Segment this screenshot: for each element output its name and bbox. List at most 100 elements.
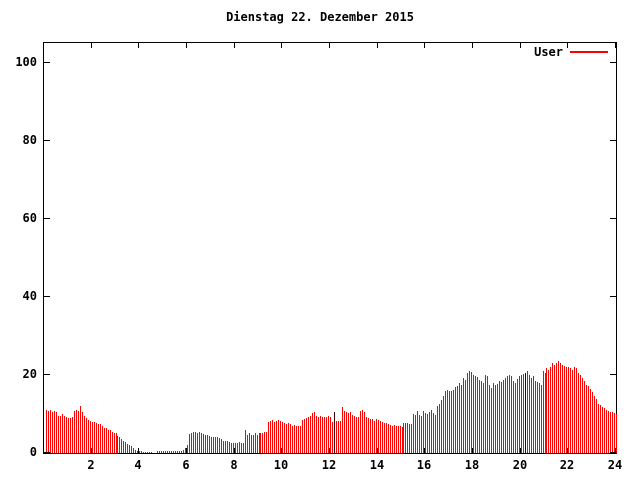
bar — [523, 374, 524, 453]
bar — [334, 412, 335, 453]
bar — [531, 378, 532, 453]
bar — [328, 416, 329, 453]
y-tick-label: 80 — [22, 133, 37, 147]
bar — [507, 376, 508, 453]
bar — [318, 417, 319, 453]
bar — [302, 420, 303, 453]
bar — [604, 408, 605, 453]
y-tick-label: 60 — [22, 211, 37, 225]
bar — [445, 391, 446, 453]
bar — [558, 361, 559, 453]
x-tick — [234, 448, 235, 453]
bar — [435, 415, 436, 453]
bar — [495, 385, 496, 453]
y-tick — [610, 296, 616, 297]
bar — [457, 386, 458, 453]
bar — [566, 367, 567, 453]
x-tick-label: 4 — [134, 458, 142, 472]
bar — [82, 412, 83, 453]
bar — [223, 441, 224, 453]
x-tick — [567, 448, 568, 453]
bar — [413, 414, 414, 453]
bar — [612, 412, 613, 453]
bar — [88, 420, 89, 453]
bar — [217, 437, 218, 453]
bar — [384, 423, 385, 453]
bar — [346, 412, 347, 453]
bar — [314, 412, 315, 453]
y-tick-label: 0 — [29, 445, 37, 459]
bar — [556, 363, 557, 453]
bar — [278, 420, 279, 453]
bar — [280, 421, 281, 453]
bar — [570, 368, 571, 453]
bar — [477, 377, 478, 453]
bar — [195, 432, 196, 453]
bar — [592, 392, 593, 453]
bar — [100, 424, 101, 453]
bar — [326, 417, 327, 453]
bar — [288, 423, 289, 453]
bar — [62, 414, 63, 453]
bar — [94, 422, 95, 453]
bar — [123, 441, 124, 453]
bar — [233, 443, 234, 453]
bar — [282, 422, 283, 453]
bar — [116, 433, 117, 453]
bar — [537, 382, 538, 453]
bar — [521, 375, 522, 453]
bar — [189, 434, 190, 453]
bar — [260, 433, 261, 453]
bar — [425, 413, 426, 453]
bar — [525, 373, 526, 453]
y-tick — [44, 374, 50, 375]
bar — [108, 430, 109, 453]
bar — [491, 388, 492, 453]
bar — [473, 375, 474, 453]
bar — [68, 418, 69, 453]
bar — [552, 363, 553, 453]
bar — [336, 421, 337, 453]
bar — [106, 428, 107, 453]
bar — [465, 380, 466, 453]
bar — [564, 366, 565, 453]
bar — [503, 380, 504, 453]
bar — [169, 451, 170, 453]
bar — [96, 423, 97, 453]
bar — [177, 451, 178, 453]
bar — [215, 437, 216, 453]
x-tick — [329, 448, 330, 453]
bar — [582, 378, 583, 453]
bar — [185, 448, 186, 453]
bar — [447, 390, 448, 453]
bar — [243, 443, 244, 453]
bar — [348, 413, 349, 453]
bar — [433, 413, 434, 453]
bar — [286, 424, 287, 453]
x-tick — [520, 43, 521, 48]
bar — [245, 430, 246, 453]
bar — [199, 432, 200, 453]
bar — [274, 422, 275, 453]
x-tick-label: 22 — [559, 458, 575, 472]
bar — [366, 417, 367, 453]
bar — [501, 382, 502, 453]
bar — [227, 441, 228, 453]
bar — [572, 370, 573, 453]
bar — [431, 410, 432, 453]
bar — [119, 437, 120, 453]
bar — [114, 433, 115, 453]
bar — [485, 375, 486, 453]
x-tick — [567, 43, 568, 48]
bar — [614, 413, 615, 453]
bar — [249, 433, 250, 453]
bar — [201, 433, 202, 453]
bar — [511, 376, 512, 453]
bar — [505, 378, 506, 453]
bar — [84, 416, 85, 453]
x-tick — [138, 43, 139, 48]
bar — [211, 437, 212, 453]
bar — [427, 414, 428, 453]
bar — [165, 451, 166, 453]
bar — [421, 416, 422, 453]
